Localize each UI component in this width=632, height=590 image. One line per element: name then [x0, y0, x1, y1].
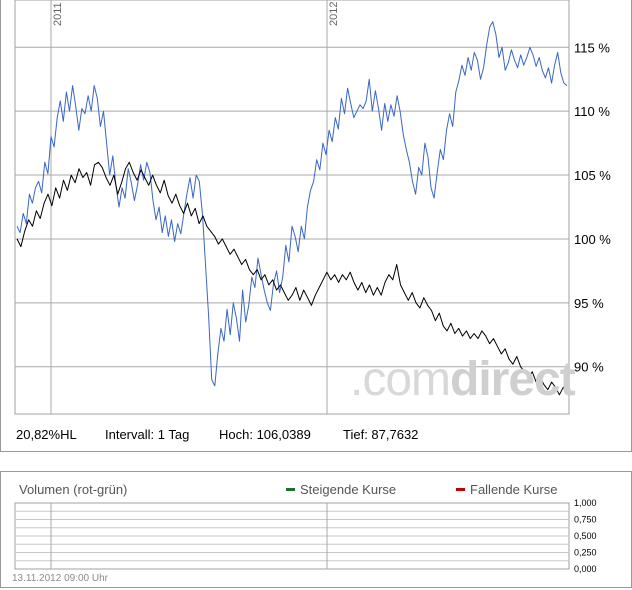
x-tick-label: 2012 [328, 2, 340, 26]
falling-swatch [456, 488, 465, 492]
series-line-black [16, 161, 572, 396]
x-tick-label: 2011 [52, 2, 64, 26]
legend-rising: Steigende Kurse [286, 482, 396, 497]
performance-stat: 20,82%HL [16, 427, 77, 442]
y-tick-label: 90 % [574, 360, 604, 375]
rising-swatch [286, 488, 295, 492]
legend-falling: Fallende Kurse [456, 482, 557, 497]
legend-rising-label: Steigende Kurse [300, 482, 397, 497]
comdirect-watermark: .comdirect [350, 353, 576, 406]
y-tick-label: 110 % [574, 104, 610, 119]
y-tick-label: 105 % [574, 168, 611, 183]
y-tick-label: 95 % [574, 296, 604, 311]
plot-frame [14, 0, 570, 415]
price-chart: 90 % 95 % 100 % 105 % 110 % 115 % 2011 2012 [14, 0, 611, 415]
low-stat: Tief: 87,7632 [343, 427, 419, 442]
legend-falling-label: Fallende Kurse [470, 482, 558, 497]
volume-title: Volumen (rot-grün) [19, 482, 128, 497]
series-line-blue [16, 21, 568, 387]
high-stat: Hoch: 106,0389 [219, 427, 311, 442]
price-chart-panel [0, 0, 632, 452]
y-tick-label: 115 % [574, 40, 610, 55]
timestamp: 13.11.2012 09:00 Uhr [12, 573, 109, 584]
interval-stat: Intervall: 1 Tag [105, 427, 190, 442]
y-tick-label: 100 % [574, 232, 611, 247]
